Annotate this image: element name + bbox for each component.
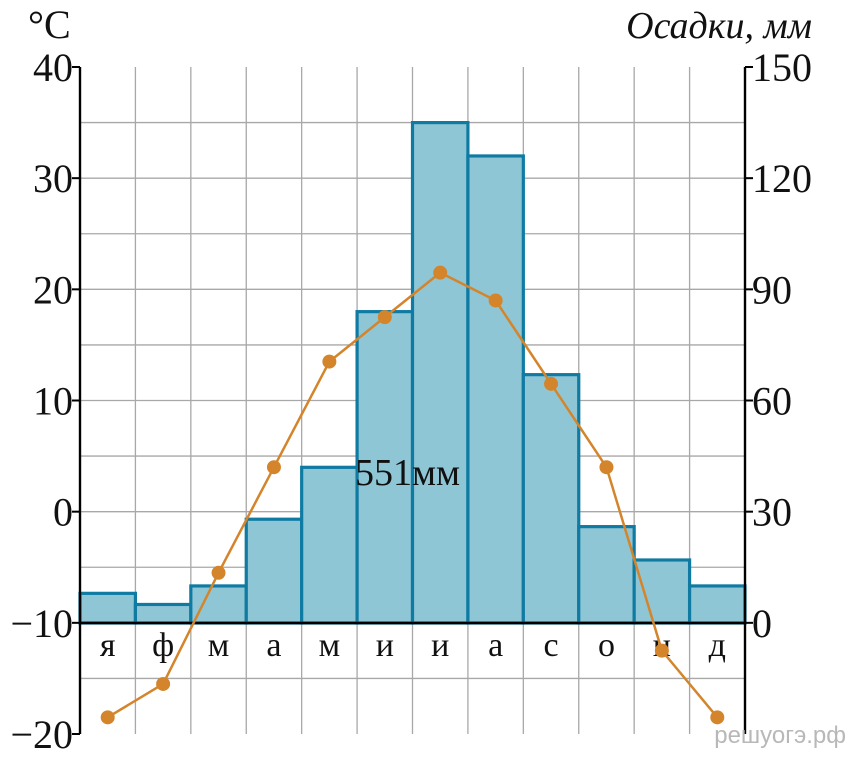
temperature-point	[100, 710, 115, 725]
precipitation-bar	[189, 584, 248, 625]
month-label: о	[598, 627, 615, 664]
precipitation-bar	[577, 525, 636, 625]
axis-frame	[72, 66, 753, 735]
left-tick-label: 0	[53, 490, 73, 535]
precipitation-bar	[300, 465, 359, 625]
right-tick-label: 0	[752, 601, 772, 646]
precipitation-bar	[244, 517, 304, 625]
month-label: а	[266, 627, 281, 664]
temperature-polyline	[107, 271, 719, 719]
precipitation-bar	[687, 584, 747, 625]
right-tick-label: 90	[752, 267, 792, 312]
temperature-point	[433, 265, 448, 280]
temperature-point	[377, 310, 392, 325]
precipitation-bars	[78, 120, 747, 625]
right-tick-label: 120	[752, 156, 812, 201]
right-tick-label: 60	[752, 379, 792, 424]
left-tick-label: 20	[33, 267, 73, 312]
month-label: с	[543, 627, 558, 664]
left-tick-label: 30	[33, 156, 73, 201]
temperature-point	[266, 460, 281, 475]
precipitation-bar	[632, 558, 692, 625]
temperature-point	[710, 710, 725, 725]
temperature-point	[211, 565, 226, 580]
precipitation-bar	[133, 602, 193, 625]
temperature-point	[156, 676, 171, 691]
precipitation-bar	[78, 591, 138, 625]
temperature-line	[100, 265, 725, 725]
right-axis-title: Осадки, мм	[626, 5, 812, 47]
left-tick-label: 40	[33, 45, 73, 90]
temperature-point	[599, 460, 614, 475]
left-tick-label: −10	[10, 601, 73, 646]
precipitation-bar	[466, 154, 525, 625]
left-tick-label: −20	[10, 712, 73, 757]
temperature-point	[488, 293, 503, 308]
month-label: д	[709, 627, 726, 664]
month-label: и	[376, 627, 394, 664]
right-tick-label: 150	[752, 45, 812, 90]
right-tick-label: 30	[752, 490, 792, 535]
precipitation-total-label: 551мм	[355, 452, 460, 494]
temperature-point	[654, 643, 669, 658]
month-label: а	[488, 627, 503, 664]
month-label: м	[208, 627, 230, 664]
month-label: я	[100, 627, 116, 664]
month-label: м	[319, 627, 341, 664]
precipitation-bar	[410, 120, 470, 625]
watermark: решуогэ.рф	[714, 722, 846, 749]
temperature-point	[544, 376, 559, 391]
left-tick-label: 10	[33, 379, 73, 424]
left-axis-title: °C	[28, 2, 71, 47]
temperature-point	[322, 354, 337, 369]
month-label: ф	[152, 627, 174, 664]
month-label: и	[431, 627, 449, 664]
